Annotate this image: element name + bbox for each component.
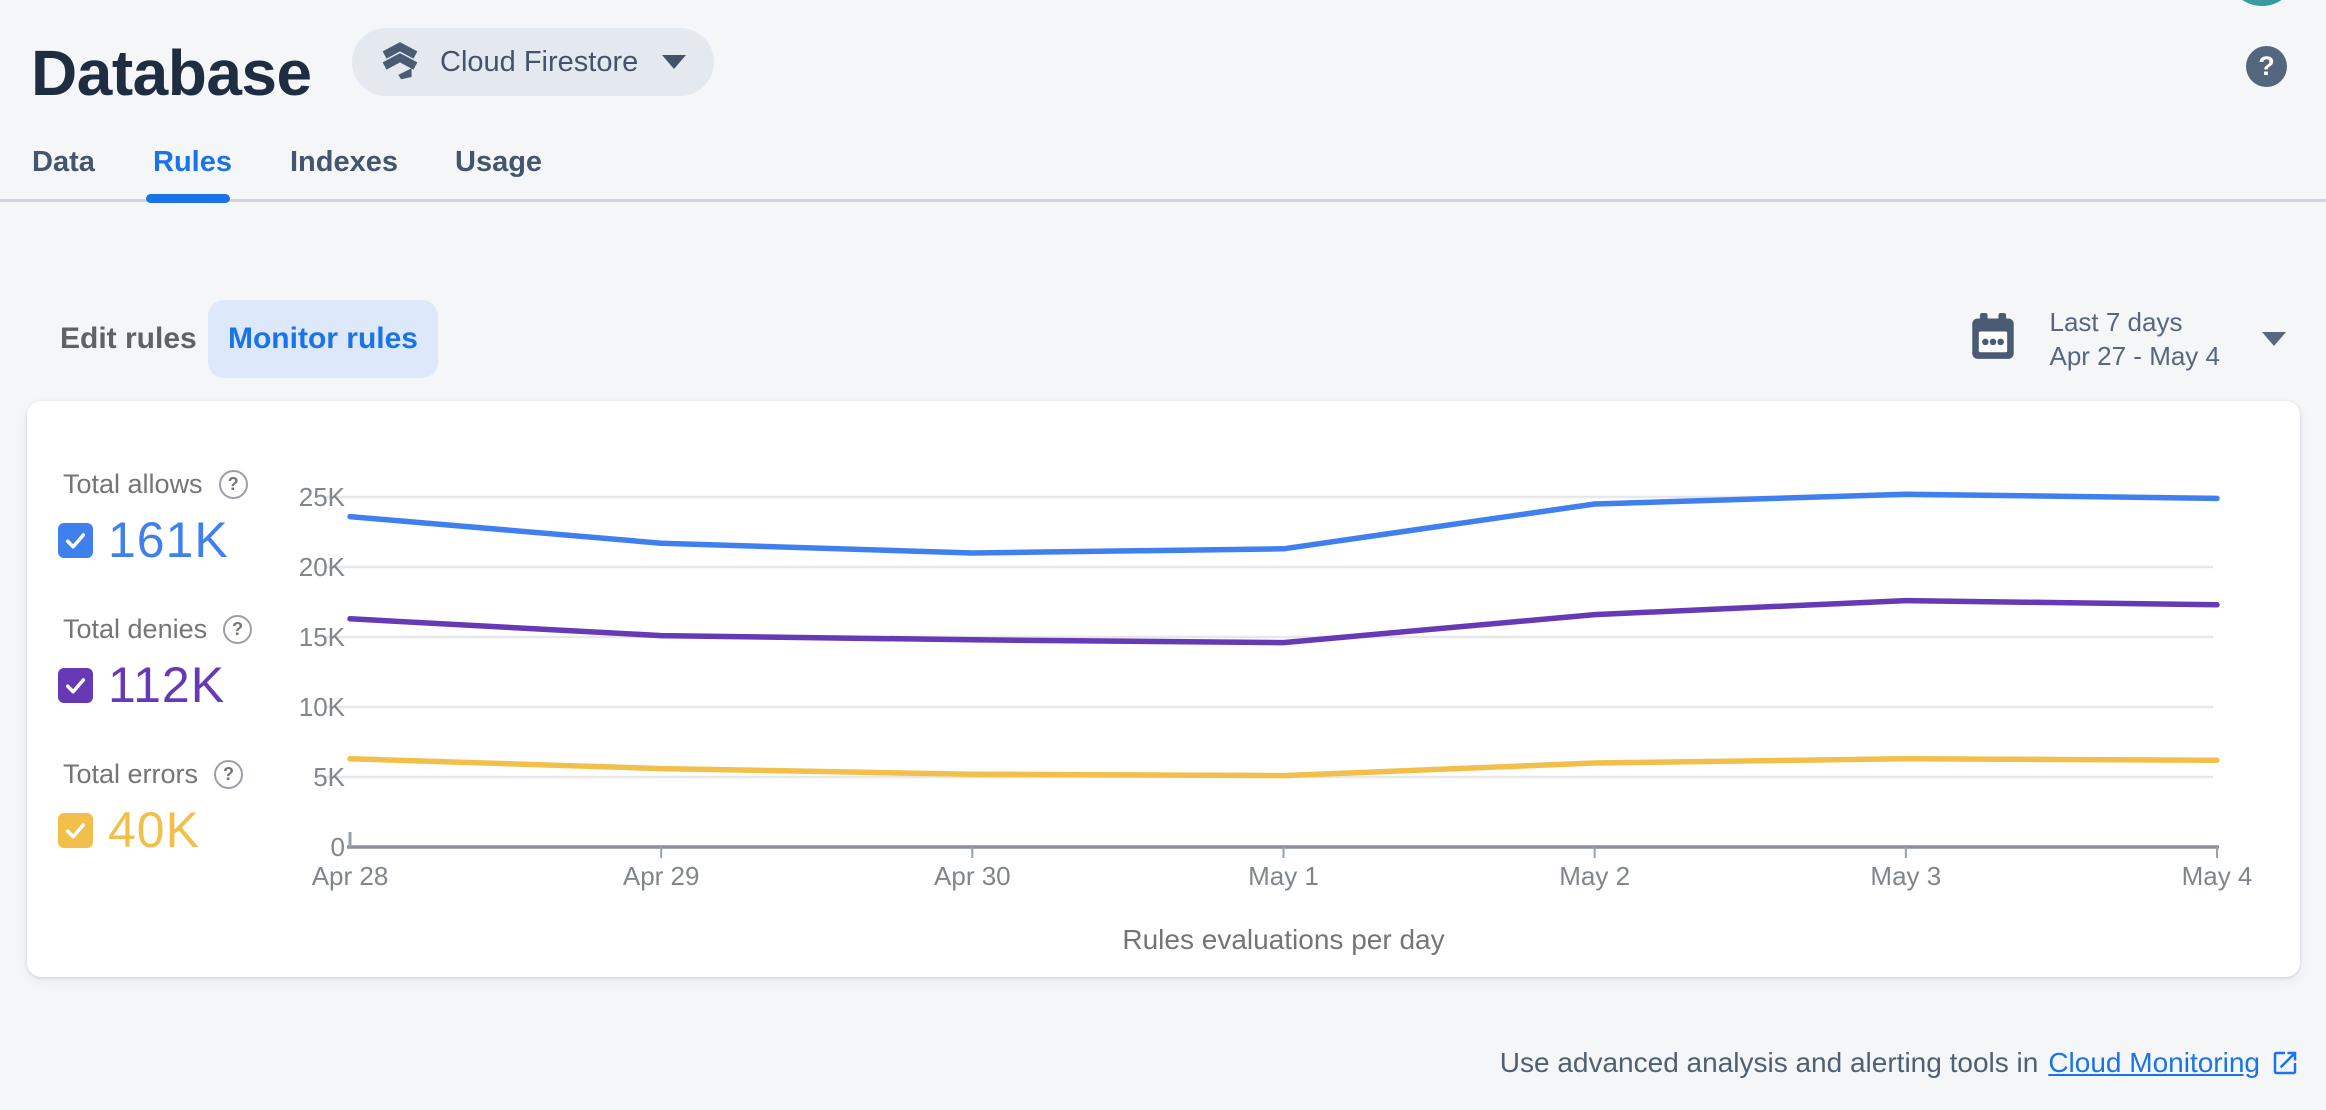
date-preset-label: Last 7 days	[2049, 307, 2183, 337]
page-title: Database	[31, 37, 312, 109]
tab-indexes[interactable]: Indexes	[290, 146, 398, 178]
monitor-rules-button[interactable]: Monitor rules	[208, 300, 438, 378]
chevron-down-icon	[662, 55, 687, 69]
help-circle-icon[interactable]: ?	[218, 470, 248, 499]
tab-rules[interactable]: Rules	[153, 146, 232, 178]
rules-monitoring-card: Total allows ? 161K Total denies ? 112K	[27, 401, 2300, 977]
tab-usage[interactable]: Usage	[455, 146, 543, 178]
edit-rules-button[interactable]: Edit rules	[60, 322, 197, 355]
database-selector-label: Cloud Firestore	[440, 45, 639, 78]
svg-text:25K: 25K	[299, 482, 346, 512]
svg-text:10K: 10K	[299, 692, 346, 722]
help-icon[interactable]: ?	[2246, 46, 2287, 87]
svg-text:0: 0	[331, 832, 345, 862]
open-in-new-icon[interactable]	[2270, 1048, 2300, 1078]
legend-total-denies: Total denies ? 112K	[58, 614, 253, 714]
help-glyph: ?	[2258, 51, 2275, 81]
legend-label: Total allows	[63, 469, 203, 499]
tab-data[interactable]: Data	[32, 146, 95, 178]
legend-total-errors: Total errors ? 40K	[58, 759, 244, 859]
svg-text:Rules evaluations per day: Rules evaluations per day	[1122, 924, 1444, 955]
svg-text:15K: 15K	[299, 622, 346, 652]
legend-label: Total errors	[63, 759, 199, 789]
legend-total-allows: Total allows ? 161K	[58, 469, 248, 569]
denies-checkbox[interactable]	[58, 667, 93, 703]
footer-note: Use advanced analysis and alerting tools…	[1500, 1040, 2300, 1086]
date-range-label: Apr 27 - May 4	[2049, 341, 2220, 371]
allows-checkbox[interactable]	[58, 522, 93, 558]
svg-text:May 4: May 4	[2182, 861, 2253, 891]
svg-text:May 3: May 3	[1870, 861, 1941, 891]
cloud-monitoring-link[interactable]: Cloud Monitoring	[2048, 1047, 2260, 1078]
svg-text:5K: 5K	[313, 762, 345, 792]
svg-text:20K: 20K	[299, 552, 346, 582]
errors-checkbox[interactable]	[58, 812, 93, 848]
date-range-picker[interactable]: Last 7 days Apr 27 - May 4	[1971, 297, 2286, 381]
legend-label: Total denies	[63, 614, 208, 644]
help-circle-icon[interactable]: ?	[214, 760, 244, 789]
errors-value: 40K	[108, 802, 200, 858]
database-selector-chip[interactable]: Cloud Firestore	[352, 28, 715, 96]
svg-text:May 2: May 2	[1559, 861, 1630, 891]
footer-text: Use advanced analysis and alerting tools…	[1499, 1047, 2039, 1078]
svg-text:Apr 28: Apr 28	[312, 861, 389, 891]
avatar[interactable]	[2227, 0, 2297, 6]
calendar-icon	[1971, 312, 2015, 366]
chevron-down-icon	[2262, 332, 2286, 346]
svg-text:May 1: May 1	[1248, 861, 1319, 891]
rules-evaluations-chart: 0 5K 10K 15K 20K 25K Apr 28 Apr 29 Apr 30 May 1 Ma…	[299, 482, 2253, 955]
denies-value: 112K	[108, 657, 226, 713]
firestore-icon	[378, 38, 422, 87]
svg-text:Apr 29: Apr 29	[623, 861, 700, 891]
allows-value: 161K	[108, 512, 229, 568]
tab-divider	[0, 199, 2326, 202]
active-tab-underline	[146, 194, 230, 203]
svg-text:Apr 30: Apr 30	[934, 861, 1011, 891]
help-circle-icon[interactable]: ?	[223, 615, 253, 644]
